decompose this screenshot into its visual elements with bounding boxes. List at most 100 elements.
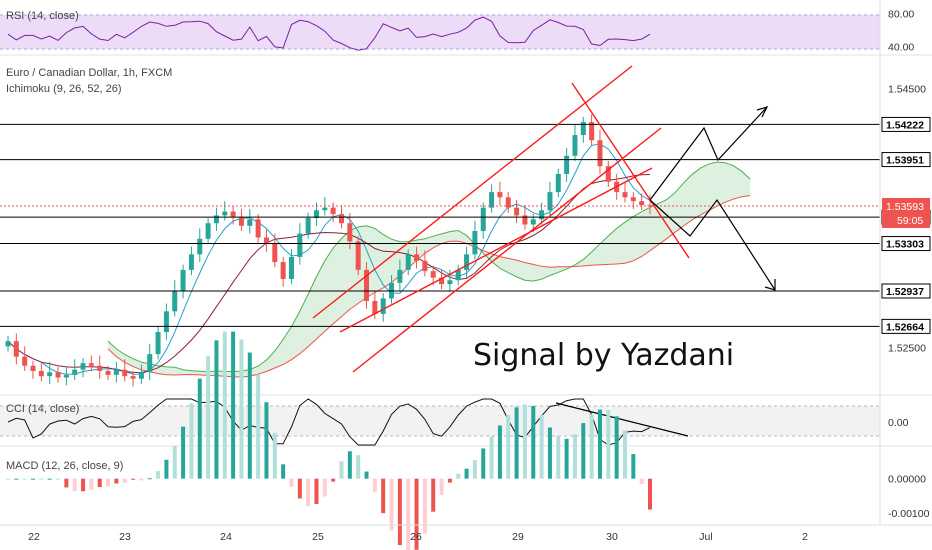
macd-bar (522, 404, 527, 479)
level-label-box (881, 318, 931, 334)
candle-body (155, 332, 161, 355)
macd-bar (56, 478, 61, 480)
level-label-box (881, 283, 931, 299)
macd-bar (72, 478, 77, 492)
macd-bar (222, 331, 227, 479)
macd-bar (14, 478, 19, 480)
current-price-box (882, 197, 930, 228)
candle-body (339, 214, 345, 224)
macd-bar (339, 461, 344, 479)
macd-bar (648, 478, 652, 510)
candle-body (522, 215, 528, 225)
macd-bar (589, 414, 594, 479)
macd-bar (97, 478, 102, 488)
macd-bar (472, 460, 477, 479)
rsi-label: RSI (14, close) (6, 10, 79, 22)
candle-body (630, 197, 636, 202)
candle-body (589, 122, 595, 141)
macd-bar (272, 432, 277, 479)
candle-body (497, 192, 503, 198)
rsi-tick-label: 80.00 (888, 8, 914, 20)
candle-body (572, 135, 578, 156)
candle-body (263, 237, 269, 244)
candle-body (80, 363, 86, 370)
price-tick-label: 1.52500 (888, 343, 926, 355)
macd-bar (597, 409, 602, 479)
macd-bar (414, 478, 419, 550)
level-label: 1.54222 (886, 119, 924, 131)
macd-bar (31, 478, 36, 480)
candle-body (580, 122, 586, 136)
time-axis[interactable]: 22 23 24 25 26 29 30 Jul 2 (28, 531, 808, 543)
macd-bar (439, 478, 444, 496)
macd-bar (81, 478, 86, 492)
macd-bar (206, 356, 211, 479)
macd-bar (131, 478, 136, 480)
candle-body (147, 354, 153, 373)
macd-histogram (6, 331, 652, 550)
macd-bar (406, 478, 411, 550)
level-label: 1.52937 (886, 286, 924, 298)
macd-bar (464, 468, 469, 479)
macd-bar (189, 403, 194, 479)
candle-body (355, 241, 361, 270)
macd-tick-label: -0.00100 (888, 508, 930, 520)
candle-body (505, 197, 511, 208)
macd-bar (247, 352, 252, 479)
macd-bar (506, 415, 511, 479)
macd-bar (106, 478, 111, 487)
candle-body (222, 211, 228, 216)
macd-bar (639, 478, 644, 485)
macd-bar (147, 478, 152, 480)
time-tick-label: 30 (606, 531, 618, 543)
macd-bar (397, 478, 402, 546)
current-price-label: 1.53593 (886, 201, 924, 213)
macd-bar (172, 445, 177, 479)
macd-bar (364, 471, 369, 479)
macd-bar (347, 451, 352, 479)
macd-bar (89, 478, 94, 490)
candle-body (197, 238, 203, 255)
candle-body (430, 271, 436, 278)
macd-tick-label: 0.00000 (888, 474, 926, 486)
candle-body (622, 192, 628, 198)
candle-body (464, 254, 470, 270)
candle-body (313, 210, 319, 219)
macd-bar (381, 478, 386, 514)
macd-bar (297, 478, 302, 499)
candle-body (163, 311, 169, 333)
candle-body (447, 280, 453, 285)
price-tick-label: 1.54500 (888, 83, 926, 95)
candle-body (414, 254, 420, 261)
macd-bar (531, 405, 536, 479)
macd-bar (431, 478, 436, 512)
candle-body (380, 298, 386, 314)
bearish-arrowhead (764, 279, 776, 291)
channel-upper (312, 65, 633, 319)
macd-bar (606, 410, 611, 479)
macd-bar (139, 478, 144, 481)
candle-body (405, 254, 411, 270)
channel-lines (312, 65, 690, 373)
candle-body (647, 205, 653, 207)
panel-separators (0, 54, 932, 447)
candle-body (30, 365, 36, 371)
candle-body (22, 356, 28, 366)
signal-annotation: Signal by Yazdani (473, 338, 734, 373)
macd-label: MACD (12, 26, close, 9) (6, 460, 123, 472)
candle-body (47, 372, 53, 377)
macd-bar (622, 430, 627, 479)
bearish-path (649, 198, 776, 291)
macd-bar (564, 438, 569, 479)
macd-bar (314, 478, 319, 504)
candle-body (88, 363, 94, 366)
candle-body (530, 219, 536, 225)
time-tick-label: Jul (699, 531, 712, 543)
time-tick-label: 23 (119, 531, 131, 543)
candle-body (297, 233, 303, 257)
chart-title: Euro / Canadian Dollar, 1h, FXCM (6, 67, 172, 79)
candles (5, 114, 653, 387)
countdown-label: 59:05 (897, 215, 923, 227)
price-axis[interactable]: 1.542221.539511.535071.533031.529371.526… (881, 8, 931, 520)
candle-body (55, 372, 61, 378)
